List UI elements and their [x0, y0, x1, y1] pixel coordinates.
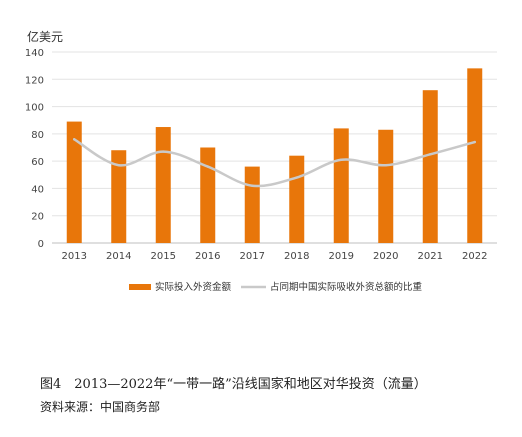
legend-label-line: 占同期中国实际吸收外资总额的比重 — [270, 281, 423, 293]
x-tick-label: 2020 — [373, 251, 398, 262]
x-tick-label: 2015 — [151, 251, 176, 262]
legend-swatch-bar — [129, 284, 151, 290]
bar — [200, 147, 216, 243]
y-tick-label: 0 — [38, 239, 44, 250]
line-point — [384, 164, 387, 167]
x-tick-label: 2014 — [106, 251, 131, 262]
y-tick-label: 80 — [31, 130, 44, 141]
y-tick-label: 40 — [31, 184, 44, 195]
series-line — [73, 138, 476, 188]
x-tick-label: 2016 — [195, 251, 220, 262]
figure-caption: 图4 2013—2022年“一带一路”沿线国家和地区对华投资（流量） — [40, 377, 427, 392]
y-tick-label: 140 — [25, 48, 44, 59]
line-point — [73, 138, 76, 141]
y-tick-label: 100 — [25, 103, 44, 114]
bar — [289, 155, 305, 243]
legend-label-bar: 实际投入外资金额 — [155, 281, 232, 293]
bar — [333, 128, 349, 243]
bar — [111, 150, 127, 243]
bar — [66, 121, 82, 243]
x-tick-label: 2018 — [284, 251, 309, 262]
bar — [155, 127, 171, 243]
y-axis-unit-label: 亿美元 — [27, 30, 64, 44]
line-point — [206, 165, 209, 168]
y-tick-label: 20 — [31, 212, 44, 223]
line-point — [340, 158, 343, 161]
bar — [422, 90, 438, 243]
line-point — [295, 176, 298, 179]
bar — [467, 68, 483, 243]
line-point — [117, 164, 120, 167]
bar — [244, 166, 260, 243]
x-tick-label: 2019 — [329, 251, 354, 262]
line-point — [251, 184, 254, 187]
line-point — [162, 150, 165, 153]
bar — [378, 129, 394, 243]
x-tick-label: 2013 — [62, 251, 87, 262]
line-point — [473, 140, 476, 144]
x-tick-label: 2022 — [462, 251, 487, 262]
y-tick-label: 120 — [25, 75, 44, 86]
y-tick-label: 60 — [31, 157, 44, 168]
x-tick-label: 2021 — [418, 251, 443, 262]
figure-source: 资料来源：中国商务部 — [40, 400, 161, 414]
x-tick-label: 2017 — [240, 251, 265, 262]
line-point — [429, 153, 432, 156]
